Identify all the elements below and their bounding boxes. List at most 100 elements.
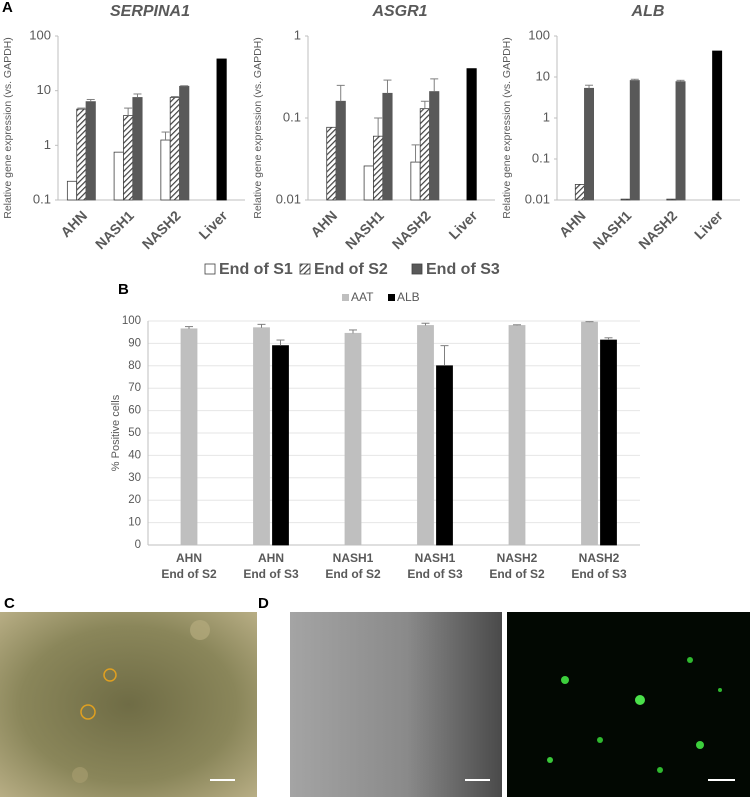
legend-label: End of S1 xyxy=(219,261,293,278)
bar xyxy=(508,325,526,546)
legend-swatch xyxy=(299,263,311,275)
bar xyxy=(253,327,270,546)
panel-label: D xyxy=(258,595,269,612)
bar xyxy=(600,339,617,546)
bar xyxy=(123,115,134,201)
y-tick-label: 10 xyxy=(128,517,141,529)
y-tick-label: 20 xyxy=(128,494,141,506)
y-tick-label: 10 xyxy=(536,68,550,83)
y-tick-label: 50 xyxy=(128,427,141,439)
chart-title: SERPINA1 xyxy=(110,3,190,20)
bar xyxy=(429,91,440,201)
bar xyxy=(419,108,430,201)
y-tick-label: 0.1 xyxy=(33,191,51,206)
chart-title: ASGR1 xyxy=(371,3,427,20)
x-tick-label: AHN xyxy=(556,207,589,240)
y-tick-label: 30 xyxy=(128,472,141,484)
y-tick-label: 10 xyxy=(37,82,51,97)
x-tick-label: End of S3 xyxy=(407,567,463,581)
x-tick-label: NASH2 xyxy=(389,207,434,252)
y-axis-label: % Positive cells xyxy=(110,394,122,471)
y-tick-label: 0.01 xyxy=(276,191,301,206)
image-d-fluorescence xyxy=(507,612,750,797)
bar xyxy=(712,50,723,201)
legend-label: End of S2 xyxy=(314,261,388,278)
x-tick-label: NASH1 xyxy=(589,207,634,252)
error-bar xyxy=(185,326,193,329)
x-tick-label: Liver xyxy=(195,207,230,242)
image-d-brightfield xyxy=(290,612,502,797)
error-bar xyxy=(276,339,285,346)
bar xyxy=(675,81,686,201)
bar xyxy=(66,180,78,201)
bar xyxy=(581,321,598,546)
panel-label: A xyxy=(2,0,13,16)
error-bar xyxy=(77,107,86,110)
error-bar xyxy=(440,345,449,366)
error-bar xyxy=(513,324,521,326)
error-bar xyxy=(585,84,594,89)
x-tick-label: End of S3 xyxy=(571,567,627,581)
y-tick-label: 100 xyxy=(122,315,141,327)
y-tick-label: 0.1 xyxy=(283,109,301,124)
x-tick-label: Liver xyxy=(691,207,726,242)
error-bar xyxy=(170,96,179,98)
bar xyxy=(382,92,393,201)
error-bar xyxy=(383,79,392,94)
x-tick-label: End of S2 xyxy=(325,567,381,581)
x-tick-label: NASH2 xyxy=(497,551,538,565)
x-tick-label: End of S3 xyxy=(243,567,299,581)
x-tick-label: NASH1 xyxy=(415,551,456,565)
legend-swatch xyxy=(388,294,395,301)
x-tick-label: NASH2 xyxy=(579,551,620,565)
x-tick-label: AHN xyxy=(258,551,284,565)
bar xyxy=(620,198,631,201)
bar xyxy=(85,101,96,201)
error-bar xyxy=(421,322,430,326)
bar xyxy=(272,345,289,546)
x-tick-label: End of S2 xyxy=(161,567,217,581)
bar xyxy=(335,100,346,201)
y-tick-label: 70 xyxy=(128,382,141,394)
legend-label: ALB xyxy=(397,290,420,304)
x-tick-label: End of S2 xyxy=(489,567,545,581)
y-tick-label: 1 xyxy=(294,27,301,42)
bar xyxy=(160,139,171,201)
bar xyxy=(417,325,434,546)
bar xyxy=(113,151,124,201)
error-bar xyxy=(374,117,383,137)
error-bar xyxy=(349,329,357,334)
x-tick-label: AHN xyxy=(176,551,202,565)
bar xyxy=(132,97,143,201)
y-tick-label: 100 xyxy=(528,27,550,42)
error-bar xyxy=(180,85,189,87)
y-tick-label: 1 xyxy=(543,109,550,124)
y-tick-label: 40 xyxy=(128,449,141,461)
y-tick-label: 100 xyxy=(29,27,51,42)
bar xyxy=(466,68,477,201)
y-tick-label: 80 xyxy=(128,360,141,372)
error-bar xyxy=(124,107,133,116)
error-bar xyxy=(336,84,345,102)
bar xyxy=(363,165,374,201)
y-tick-label: 1 xyxy=(44,137,51,152)
bar xyxy=(179,85,190,201)
x-tick-label: Liver xyxy=(445,207,480,242)
bar xyxy=(76,108,87,201)
bar xyxy=(216,58,227,201)
x-tick-label: AHN xyxy=(307,207,340,240)
error-bar xyxy=(86,98,95,102)
x-tick-label: NASH2 xyxy=(139,207,184,252)
image-c xyxy=(0,612,257,797)
error-bar xyxy=(411,144,420,163)
bar xyxy=(344,332,362,546)
legend-swatch xyxy=(411,263,423,275)
x-tick-label: NASH1 xyxy=(333,551,374,565)
bar xyxy=(584,87,595,201)
bar xyxy=(180,328,198,546)
x-tick-label: NASH1 xyxy=(342,207,387,252)
y-axis-label: Relative gene expression (vs. GAPDH) xyxy=(501,37,513,219)
bar xyxy=(169,97,180,201)
bar xyxy=(326,126,337,201)
